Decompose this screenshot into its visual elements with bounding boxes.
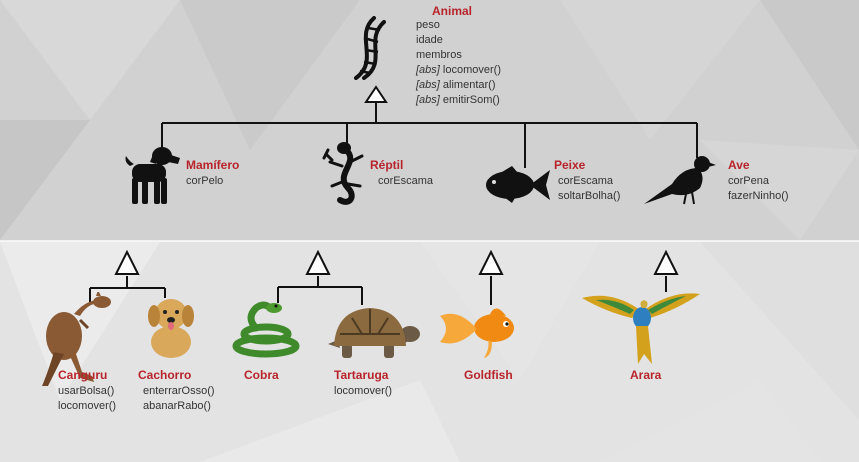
class-title-peixe: Peixe [554,158,586,172]
method-name: locomover() [442,64,501,76]
member: fazerNinho() [728,190,789,202]
reptil-members: corEscama [378,174,433,189]
member: locomover() [334,385,393,397]
fish-icon [486,166,550,203]
class-title-cobra: Cobra [244,368,279,382]
class-title-tartaruga: Tartaruga [334,368,389,382]
class-title-reptil: Réptil [370,158,404,172]
class-title-goldfish: Goldfish [464,368,513,382]
method: [abs] emitirSom() [416,93,501,108]
member: abanarRabo() [143,400,211,412]
inheritance-arrow [478,249,504,275]
method: [abs] alimentar() [416,78,501,93]
snake-icon [232,301,300,358]
animal-members: peso idade membros [abs] locomover() [ab… [416,18,501,108]
band-divider [0,240,859,242]
inheritance-arrow [364,85,388,103]
lower-band [0,241,859,462]
member: corPelo [186,175,224,187]
ave-members: corPena fazerNinho() [728,174,789,204]
member: enterrarOsso() [143,385,215,397]
puppy-icon [148,299,194,358]
method-name: emitirSom() [442,94,500,106]
class-title-arara: Arara [630,368,662,382]
class-title-canguru: Canguru [58,368,108,382]
member: corEscama [558,175,614,187]
tartaruga-members: locomover() [334,384,392,399]
member: usarBolsa() [58,385,115,397]
peixe-members: corEscama soltarBolha() [558,174,620,204]
method: [abs] locomover() [416,63,501,78]
dna-icon [354,16,386,80]
lizard-icon [322,142,364,205]
turtle-icon [328,308,420,358]
method-name: alimentar() [442,79,496,91]
cachorro-members: enterrarOsso() abanarRabo() [143,384,215,414]
dog-icon [125,147,180,204]
attribute: peso [416,19,440,31]
member: soltarBolha() [558,190,621,202]
class-title-mamifero: Mamífero [186,158,240,172]
class-title-cachorro: Cachorro [138,368,192,382]
inheritance-arrow [305,249,331,275]
macaw-icon [582,293,700,364]
class-title-animal: Animal [432,4,473,18]
member: locomover() [58,400,117,412]
abstract-tag: [abs] [416,79,440,91]
abstract-tag: [abs] [416,64,440,76]
member: corPena [728,175,769,187]
bird-icon [644,156,716,205]
goldfish-icon [440,308,514,358]
member: corEscama [378,175,434,187]
kangaroo-icon [42,292,111,386]
mamifero-members: corPelo [186,174,223,189]
abstract-tag: [abs] [416,94,440,106]
attribute: idade [416,34,443,46]
canguru-members: usarBolsa() locomover() [58,384,116,414]
inheritance-arrow [114,249,140,275]
inheritance-arrow [653,249,679,275]
attribute: membros [416,49,462,61]
class-title-ave: Ave [728,158,750,172]
